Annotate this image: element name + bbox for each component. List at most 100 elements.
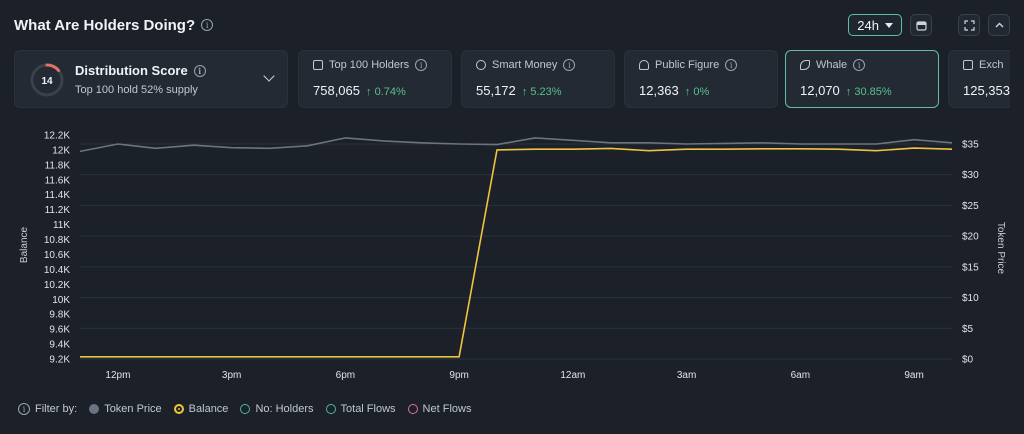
x-tick-label: 3am [677, 370, 696, 381]
x-ticks: 12pm 3pm 6pm 9pm 12am 3am 6am 9am [105, 370, 923, 381]
distribution-score-card[interactable]: 14 Distribution Score i Top 100 hold 52%… [14, 50, 288, 108]
y-right-tick-label: $5 [962, 324, 974, 335]
card-public-figure[interactable]: Public Figure i 12,363 ↑ 0% [624, 50, 778, 108]
legend-dot [173, 404, 184, 414]
y-right-tick-label: $20 [962, 232, 979, 243]
distribution-title: Distribution Score [75, 63, 188, 78]
chart-grid [80, 143, 952, 360]
legend-total-flows[interactable]: Total Flows [325, 403, 396, 415]
card-label: Exch [979, 59, 1004, 71]
timeframe-value: 24h [857, 17, 879, 33]
y-left-tick-label: 10.8K [44, 235, 70, 246]
chart-legend: i Filter by: Token Price Balance No: Hol… [18, 403, 471, 415]
y-left-tick-label: 10.4K [44, 265, 70, 276]
bank-icon [963, 60, 973, 70]
calendar-icon [915, 20, 927, 31]
distribution-score-ring: 14 [30, 63, 64, 97]
collapse-button[interactable] [988, 14, 1010, 36]
y-right-tick-label: $10 [962, 293, 979, 304]
caret-down-icon [885, 22, 893, 28]
holder-cards: 14 Distribution Score i Top 100 hold 52%… [14, 50, 1010, 108]
chevron-up-icon [995, 22, 1003, 27]
legend-dot [325, 404, 336, 414]
y-left-tick-label: 12K [52, 145, 70, 156]
distribution-subtitle: Top 100 hold 52% supply [75, 84, 198, 96]
distribution-score-value: 14 [41, 76, 53, 87]
y-left-tick-label: 9.2K [49, 355, 70, 366]
y-right-ticks: $0 $5 $10 $15 $20 $25 $30 $35 [962, 140, 979, 366]
holders-chart: 9.2K 9.4K 9.6K 9.8K 10K 10.2K 10.4K 10.6K 10.8K 1… [19, 131, 1006, 382]
y-left-tick-label: 10.6K [44, 250, 70, 261]
card-label: Whale [816, 59, 848, 71]
y-right-axis-title: Token Price [995, 222, 1006, 275]
card-change: ↑ 0% [684, 86, 710, 98]
y-left-tick-label: 10.2K [44, 280, 70, 291]
y-left-tick-label: 11.6K [45, 175, 71, 186]
header: What Are Holders Doing? i 24h [14, 12, 1010, 38]
legend-holders[interactable]: No: Holders [240, 403, 314, 415]
card-change: ↑ 5.23% [521, 86, 562, 98]
card-value: 12,070 [800, 83, 840, 98]
chevron-down-icon[interactable] [263, 70, 275, 82]
y-left-tick-label: 9.6K [49, 325, 70, 336]
card-change: ↑ 30.85% [845, 86, 892, 98]
filter-label: Filter by: [35, 403, 78, 415]
y-left-tick-label: 11.2K [45, 205, 71, 216]
info-icon[interactable]: i [201, 19, 214, 31]
y-left-tick-label: 9.4K [49, 340, 70, 351]
chart-series [79, 137, 953, 358]
x-tick-label: 12pm [105, 370, 130, 381]
y-left-tick-label: 10K [52, 295, 70, 306]
expand-icon [963, 19, 975, 31]
y-right-tick-label: $0 [962, 355, 974, 366]
y-left-tick-label: 11K [53, 220, 70, 231]
y-right-tick-label: $30 [962, 170, 979, 181]
x-tick-label: 9pm [449, 370, 468, 381]
distribution-title-row: Distribution Score i [75, 63, 206, 78]
card-value: 55,172 [476, 83, 516, 98]
info-icon[interactable]: i [853, 59, 866, 71]
card-change: ↑ 0.74% [366, 86, 406, 98]
y-left-axis-title: Balance [19, 226, 30, 263]
info-icon: i [18, 403, 30, 415]
legend-token-price[interactable]: Token Price [89, 403, 162, 415]
card-whale[interactable]: Whale i 12,070 ↑ 30.85% [785, 50, 939, 108]
card-value: 12,363 [639, 83, 679, 98]
calendar-button[interactable] [910, 14, 932, 36]
y-left-tick-label: 11.8K [45, 160, 71, 171]
fullscreen-button[interactable] [958, 14, 980, 36]
card-label: Top 100 Holders [329, 59, 410, 71]
y-left-tick-label: 9.8K [49, 310, 70, 321]
card-value: 758,065 [313, 83, 360, 98]
figure-icon [639, 60, 649, 70]
card-smart-money[interactable]: Smart Money i 55,172 ↑ 5.23% [461, 50, 615, 108]
y-right-tick-label: $25 [962, 201, 979, 212]
glasses-icon [476, 60, 486, 70]
card-value: 125,353 [963, 83, 1010, 98]
card-label: Smart Money [492, 59, 558, 71]
card-top-100-holders[interactable]: Top 100 Holders i 758,065 ↑ 0.74% [298, 50, 452, 108]
info-icon[interactable]: i [415, 59, 428, 71]
legend-dot [89, 404, 100, 414]
x-tick-label: 9am [904, 370, 923, 381]
timeframe-select[interactable]: 24h [848, 14, 902, 36]
x-tick-label: 6am [791, 370, 810, 381]
x-tick-label: 3pm [222, 370, 241, 381]
info-icon[interactable]: i [725, 59, 738, 71]
y-right-tick-label: $15 [962, 262, 979, 273]
y-left-ticks: 9.2K 9.4K 9.6K 9.8K 10K 10.2K 10.4K 10.6K 10.8K 1… [44, 131, 70, 366]
card-exchange[interactable]: Exch 125,353 [948, 50, 1010, 108]
wallet-icon [313, 60, 323, 70]
legend-dot [240, 404, 251, 414]
page-title: What Are Holders Doing? [14, 16, 196, 34]
legend-balance[interactable]: Balance [173, 403, 228, 415]
whale-icon [800, 60, 810, 70]
x-tick-label: 6pm [336, 370, 355, 381]
series-balance-line [80, 147, 953, 358]
info-icon[interactable]: i [193, 64, 206, 77]
legend-dot [407, 404, 418, 414]
info-icon[interactable]: i [563, 59, 576, 71]
y-left-tick-label: 11.4K [45, 190, 71, 201]
x-tick-label: 12am [560, 370, 585, 381]
legend-net-flows[interactable]: Net Flows [407, 403, 471, 415]
